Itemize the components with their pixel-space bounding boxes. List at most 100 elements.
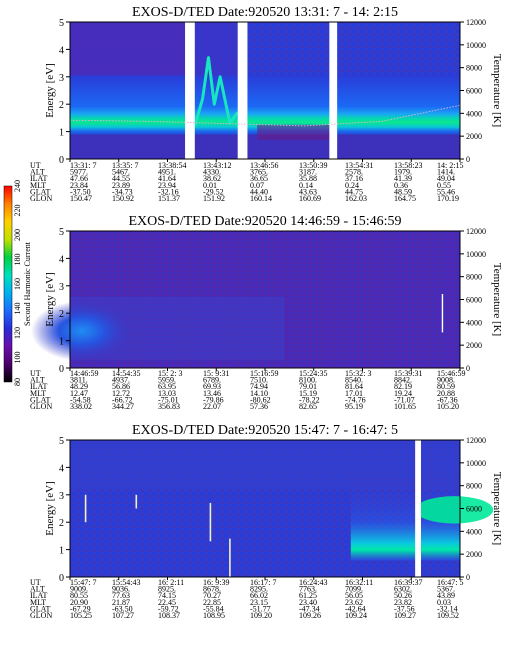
ephemeris-value: 82.19 — [394, 382, 412, 391]
ephemeris-value: 108.95 — [203, 611, 225, 620]
ephemeris-value: 23.84 — [70, 181, 88, 190]
ephemeris-value: 16: 2:11 — [158, 578, 184, 587]
ephemeris-value: 14:46:59 — [70, 369, 98, 378]
ephemeris-label: ALT — [30, 376, 45, 385]
ephemeris-label: UT — [30, 161, 41, 170]
ephemeris-value: 9008. — [437, 376, 455, 385]
ephemeris-value: 160.14 — [250, 194, 272, 203]
ephemeris-value: -37.56 — [394, 604, 415, 613]
colorbar-tick-label: 80 — [13, 378, 22, 386]
y2-tick-label: 4000 — [466, 527, 482, 536]
y-tick-label: 5 — [59, 227, 64, 238]
ephemeris-value: -34.73 — [112, 187, 133, 196]
ephemeris-value: 4330. — [203, 168, 221, 177]
ephemeris-value: 43.89 — [437, 591, 455, 600]
ephemeris-value: -63.50 — [112, 604, 133, 613]
ephemeris-value: 80.59 — [437, 382, 455, 391]
y-tick-label: 1 — [59, 546, 64, 557]
ephemeris-label: MLT — [30, 598, 46, 607]
ephemeris-label: UT — [30, 369, 41, 378]
ephemeris-value: 3765. — [250, 168, 268, 177]
ephemeris-label: GLAT — [30, 187, 51, 196]
ephemeris-label: UT — [30, 578, 41, 587]
y-tick-label: 4 — [59, 254, 64, 265]
ephemeris-value: 15:24:35 — [299, 369, 327, 378]
y2-tick-label: 8000 — [466, 482, 482, 491]
ephemeris-value: 41.39 — [394, 174, 412, 183]
ephemeris-label: ILAT — [30, 174, 47, 183]
y2-tick-label: 12000 — [466, 18, 486, 27]
y-axis-label: Energy [eV] — [44, 63, 56, 117]
ephemeris-value: 170.19 — [437, 194, 459, 203]
plot-area — [70, 440, 494, 577]
ephemeris-value: 13:46:56 — [250, 161, 278, 170]
ephemeris-value: 150.92 — [112, 194, 134, 203]
ephemeris-value: 8678. — [203, 585, 221, 594]
ephemeris-table: UT 15:47: 7 15:54:43 16: 2:11 16: 9:39 16:17:… — [30, 578, 463, 620]
ephemeris-value: 151.37 — [158, 194, 180, 203]
ephemeris-value: 0.07 — [250, 181, 264, 190]
ephemeris-value: 162.03 — [345, 194, 367, 203]
y2-tick-label: 4000 — [466, 109, 482, 118]
ephemeris-value: 15:16:59 — [250, 369, 278, 378]
ephemeris-value: 2578. — [345, 168, 363, 177]
ephemeris-value: 12.72 — [112, 389, 130, 398]
y2-tick-label: 8000 — [466, 64, 482, 73]
panel-title: EXOS-D/TED Date:920520 15:47: 7 - 16:47:… — [132, 423, 398, 438]
ephemeris-value: -29.52 — [203, 187, 224, 196]
ephemeris-value: -79.86 — [203, 395, 224, 404]
ephemeris-value: 23.40 — [299, 598, 317, 607]
ephemeris-value: 0.03 — [437, 598, 451, 607]
ephemeris-value: 12.47 — [70, 389, 88, 398]
ephemeris-value: 55.46 — [437, 187, 455, 196]
ephemeris-value: 16:17: 7 — [250, 578, 276, 587]
ephemeris-label: ALT — [30, 585, 45, 594]
ephemeris-value: 56.86 — [112, 382, 130, 391]
ephemeris-value: -59.72 — [158, 604, 179, 613]
ephemeris-value: 8100. — [299, 376, 317, 385]
ephemeris-value: 9036. — [112, 585, 130, 594]
ephemeris-value: 13:58:23 — [394, 161, 422, 170]
ephemeris-value: 23.62 — [345, 598, 363, 607]
ephemeris-value: 16:24:43 — [299, 578, 327, 587]
ephemeris-value: 151.92 — [203, 194, 225, 203]
ephemeris-value: 16:47: 5 — [437, 578, 463, 587]
ephemeris-value: 80.55 — [70, 591, 88, 600]
ephemeris-value: 105.25 — [70, 611, 92, 620]
ephemeris-value: 23.15 — [250, 598, 268, 607]
ephemeris-value: 41.64 — [158, 174, 176, 183]
ephemeris-value: 5977. — [70, 168, 88, 177]
ephemeris-value: -67.29 — [70, 604, 91, 613]
ephemeris-value: 35.88 — [299, 174, 317, 183]
ephemeris-value: -75.01 — [158, 395, 179, 404]
data-gap — [329, 22, 338, 159]
ephemeris-value: 0.24 — [345, 181, 359, 190]
y-tick-label: 5 — [59, 18, 64, 29]
ephemeris-value: 19.24 — [394, 389, 412, 398]
colorbar-tick-label: 160 — [13, 278, 22, 290]
panel-2: EXOS-D/TED Date:920520 14:46:59 - 15:46:… — [30, 214, 503, 411]
y2-tick-label: 10000 — [466, 41, 486, 50]
ephemeris-value: 15:39:31 — [394, 369, 422, 378]
ephemeris-value: 21.87 — [112, 598, 130, 607]
ephemeris-value: 4937. — [112, 376, 130, 385]
ephemeris-value: 20.88 — [437, 389, 455, 398]
ephemeris-label: GLON — [30, 402, 52, 411]
y-axis-label: Energy [eV] — [44, 481, 56, 535]
ephemeris-value: 50.26 — [394, 591, 412, 600]
y-tick-label: 3 — [59, 73, 64, 84]
ephemeris-value: 13:31: 7 — [70, 161, 96, 170]
ephemeris-value: 23.89 — [112, 181, 130, 190]
ephemeris-value: 36.65 — [250, 174, 268, 183]
ephemeris-value: 3811. — [70, 376, 88, 385]
ephemeris-value: 13.46 — [203, 389, 221, 398]
ephemeris-value: 79.01 — [299, 382, 317, 391]
ephemeris-value: 74.15 — [158, 591, 176, 600]
panel-title: EXOS-D/TED Date:920520 13:31: 7 - 14: 2:… — [132, 5, 398, 20]
colorbar-tick-label: 180 — [13, 254, 22, 266]
ephemeris-value: 17.01 — [345, 389, 363, 398]
y2-tick-label: 0 — [466, 364, 470, 373]
ephemeris-value: 15:54:43 — [112, 578, 140, 587]
y2-tick-label: 12000 — [466, 436, 486, 445]
panel-title: EXOS-D/TED Date:920520 14:46:59 - 15:46:… — [129, 214, 402, 229]
